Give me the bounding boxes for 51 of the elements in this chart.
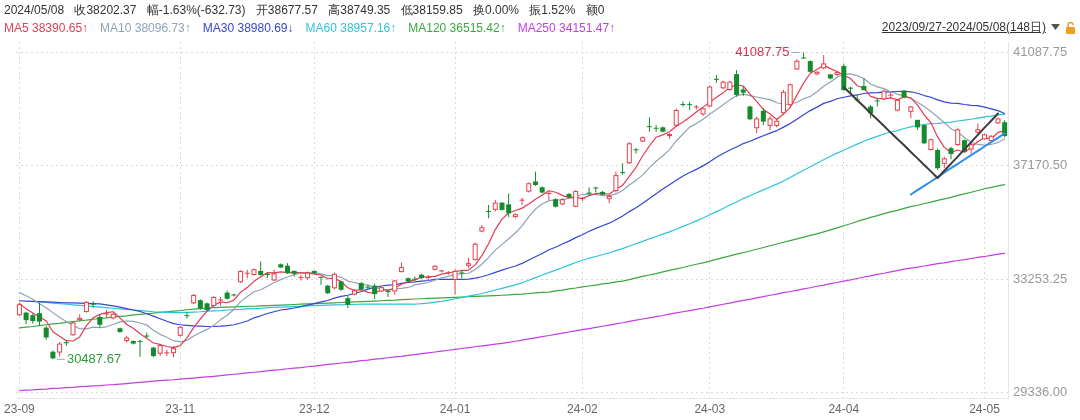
annotation: 41087.75 xyxy=(735,44,790,60)
candlestick xyxy=(184,311,190,319)
candlestick xyxy=(921,123,927,145)
candlestick xyxy=(680,101,686,108)
chart-subtitle: 2023/09/27-2024/05/08(148日) xyxy=(881,20,1046,34)
candlestick xyxy=(586,186,592,197)
x-tick-label: 23-09 xyxy=(4,401,36,416)
candlestick xyxy=(298,274,304,281)
candlestick xyxy=(519,197,525,206)
candlestick xyxy=(861,77,867,92)
candlestick xyxy=(620,162,626,176)
candlestick xyxy=(486,204,492,219)
y-tick-label: 29336.00 xyxy=(1013,384,1068,400)
text: MA120 36515.42↑ xyxy=(408,21,506,35)
annotation: 30487.67 xyxy=(66,350,122,366)
candlestick xyxy=(874,97,880,108)
candlestick xyxy=(673,107,679,128)
candlestick xyxy=(646,116,652,133)
x-tick-label: 24-02 xyxy=(567,401,599,416)
candlestick xyxy=(787,82,793,108)
candlestick xyxy=(734,69,740,98)
x-tick-label: 24-04 xyxy=(828,401,860,416)
chart-title: 2024/05/08 收38202.37 幅-1.63%(-632.73) 开38677.57 高38749.35 低38159.85 换0.00% 振1.52% 额0 xyxy=(4,3,605,17)
candlestick xyxy=(90,300,96,309)
candlestick xyxy=(780,89,786,116)
candlestick xyxy=(948,146,954,160)
y-tick-label: 41087.75 xyxy=(1013,44,1068,60)
candlestick xyxy=(385,289,391,298)
candlestick xyxy=(137,339,143,358)
text: MA30 38980.69↓ xyxy=(202,21,294,35)
x-tick-label: 23-12 xyxy=(298,401,330,416)
x-tick-label: 24-03 xyxy=(694,401,726,416)
candlestick xyxy=(613,171,619,193)
candlestick xyxy=(318,275,324,286)
y-tick-label: 33253.25 xyxy=(1013,270,1068,286)
x-tick-label: 24-01 xyxy=(439,401,471,416)
candlestick xyxy=(452,268,458,296)
candlestick xyxy=(801,51,807,59)
candlestick xyxy=(935,147,941,171)
candlestick xyxy=(546,190,552,201)
x-tick-label: 23-11 xyxy=(165,401,196,416)
x-tick-label: 24-05 xyxy=(969,401,1001,416)
candlestick xyxy=(37,301,42,327)
text: MA5 38390.65↑ xyxy=(4,21,89,35)
text: MA60 38957.16↑ xyxy=(305,21,397,35)
text: MA10 38096.73↑ xyxy=(100,21,191,35)
candlestick xyxy=(626,141,632,165)
y-tick-label: 37170.50 xyxy=(1013,157,1068,173)
candlestick xyxy=(633,147,639,154)
candlestick xyxy=(506,192,512,218)
text: MA250 34151.47↑ xyxy=(517,21,616,35)
